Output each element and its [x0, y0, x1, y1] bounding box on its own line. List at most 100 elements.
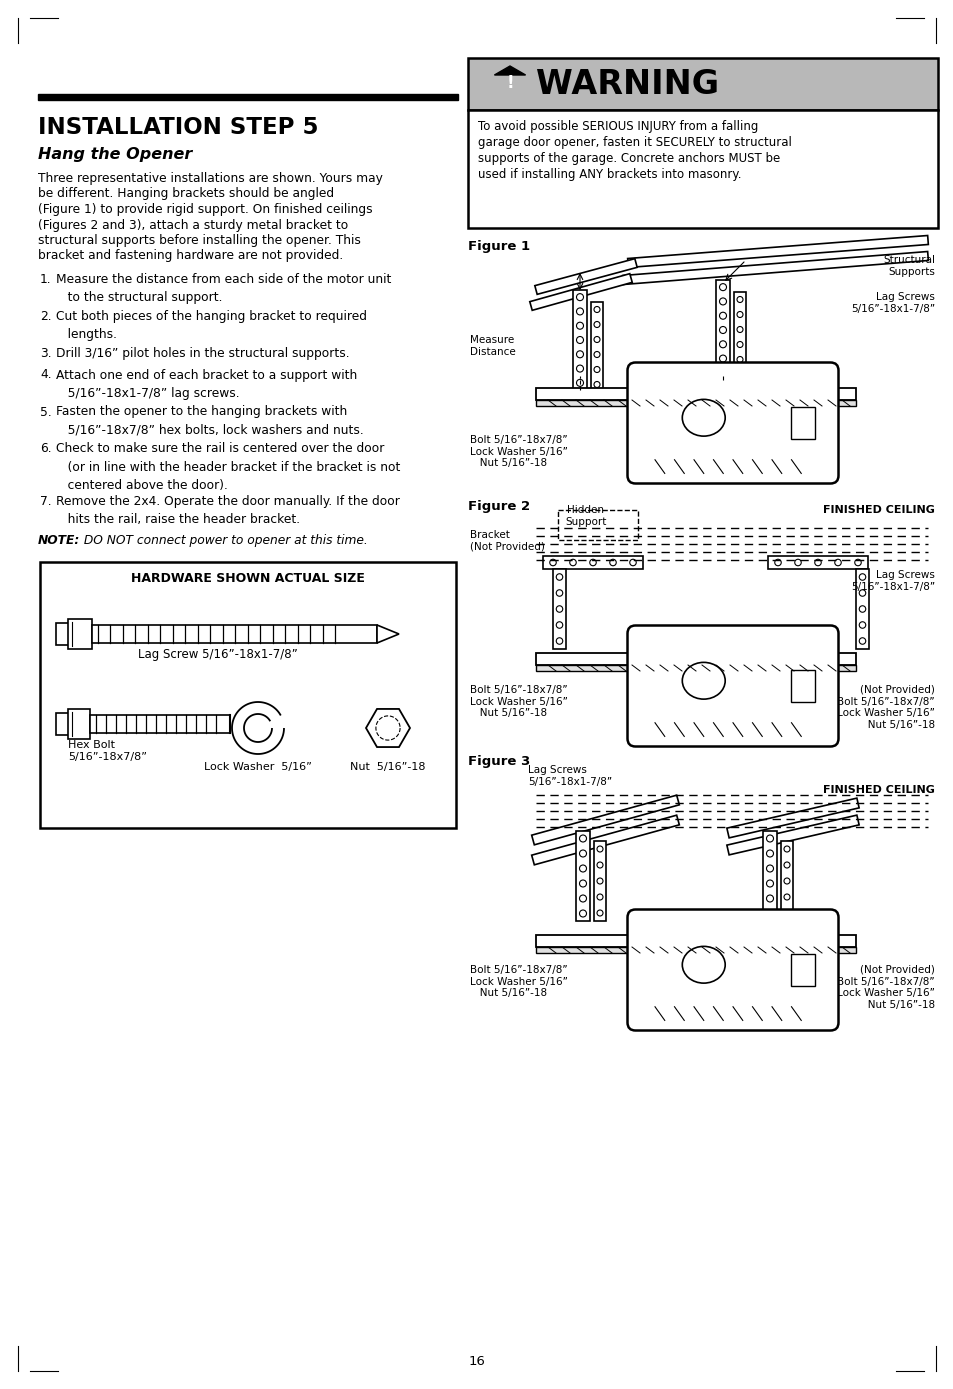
- Circle shape: [578, 850, 586, 857]
- Bar: [791, 954, 814, 986]
- Text: be different. Hanging brackets should be angled: be different. Hanging brackets should be…: [38, 188, 334, 200]
- Text: NOTE:: NOTE:: [38, 533, 80, 547]
- Circle shape: [719, 356, 726, 363]
- Circle shape: [597, 878, 602, 883]
- Text: Figure 3: Figure 3: [468, 756, 530, 768]
- Bar: [791, 671, 814, 701]
- Text: Bracket
(Not Provided): Bracket (Not Provided): [470, 531, 544, 551]
- FancyBboxPatch shape: [627, 625, 838, 746]
- Text: structural supports before installing the opener. This: structural supports before installing th…: [38, 233, 360, 247]
- Text: (Not Provided)
Bolt 5/16”-18x7/8”
Lock Washer 5/16”
   Nut 5/16”-18: (Not Provided) Bolt 5/16”-18x7/8” Lock W…: [836, 965, 934, 1010]
- Bar: [762, 831, 776, 921]
- Text: supports of the garage. Concrete anchors MUST be: supports of the garage. Concrete anchors…: [477, 151, 780, 165]
- Circle shape: [549, 560, 556, 565]
- Circle shape: [859, 622, 864, 628]
- Polygon shape: [531, 795, 679, 845]
- Circle shape: [737, 296, 742, 303]
- Circle shape: [719, 340, 726, 347]
- Text: Remove the 2x4. Operate the door manually. If the door
   hits the rail, raise t: Remove the 2x4. Operate the door manuall…: [56, 494, 399, 526]
- Bar: [68, 619, 91, 649]
- Text: Hidden
Support: Hidden Support: [565, 506, 606, 526]
- Bar: [536, 388, 855, 400]
- Text: Figure 1: Figure 1: [468, 240, 530, 253]
- Circle shape: [576, 322, 583, 329]
- Text: used if installing ANY brackets into masonry.: used if installing ANY brackets into mas…: [477, 168, 740, 181]
- Polygon shape: [627, 236, 927, 268]
- Circle shape: [594, 351, 599, 357]
- Text: Cut both pieces of the hanging bracket to required
   lengths.: Cut both pieces of the hanging bracket t…: [56, 310, 367, 342]
- Text: To avoid possible SERIOUS INJURY from a falling: To avoid possible SERIOUS INJURY from a …: [477, 119, 758, 133]
- Circle shape: [765, 865, 773, 872]
- Circle shape: [859, 590, 864, 596]
- Bar: [594, 840, 605, 921]
- Polygon shape: [531, 815, 679, 865]
- Circle shape: [794, 560, 801, 565]
- Circle shape: [569, 560, 576, 565]
- Bar: [542, 556, 642, 569]
- Circle shape: [609, 560, 616, 565]
- Text: bracket and fastening hardware are not provided.: bracket and fastening hardware are not p…: [38, 250, 343, 263]
- Bar: [576, 831, 589, 921]
- Bar: [536, 400, 855, 406]
- Text: Nut  5/16”-18: Nut 5/16”-18: [350, 763, 425, 772]
- Circle shape: [556, 622, 562, 628]
- Circle shape: [719, 313, 726, 319]
- Polygon shape: [622, 251, 927, 285]
- Text: 4.: 4.: [40, 368, 51, 382]
- Circle shape: [783, 878, 789, 883]
- Text: 16: 16: [468, 1356, 485, 1368]
- Text: garage door opener, fasten it SECURELY to structural: garage door opener, fasten it SECURELY t…: [477, 136, 791, 149]
- Circle shape: [576, 336, 583, 343]
- Circle shape: [597, 895, 602, 900]
- Text: Measure
Distance: Measure Distance: [470, 335, 516, 357]
- Circle shape: [578, 910, 586, 917]
- Text: Lag Screw 5/16”-18x1-7/8”: Lag Screw 5/16”-18x1-7/8”: [138, 649, 297, 661]
- Bar: [56, 624, 70, 644]
- Circle shape: [597, 910, 602, 915]
- Circle shape: [765, 881, 773, 888]
- Text: 3.: 3.: [40, 347, 51, 360]
- Circle shape: [783, 863, 789, 868]
- Text: Hang the Opener: Hang the Opener: [38, 147, 193, 163]
- Bar: [716, 281, 729, 381]
- Circle shape: [783, 846, 789, 851]
- Text: Figure 2: Figure 2: [468, 500, 530, 513]
- Circle shape: [594, 321, 599, 328]
- Circle shape: [594, 382, 599, 388]
- Circle shape: [765, 895, 773, 901]
- Circle shape: [556, 606, 562, 613]
- Circle shape: [859, 574, 864, 581]
- Text: (Figure 1) to provide rigid support. On finished ceilings: (Figure 1) to provide rigid support. On …: [38, 203, 373, 217]
- Text: Lag Screws
5/16”-18x1-7/8”: Lag Screws 5/16”-18x1-7/8”: [850, 292, 934, 314]
- Bar: [855, 569, 868, 649]
- Ellipse shape: [681, 946, 724, 983]
- Polygon shape: [376, 625, 398, 643]
- Bar: [38, 94, 457, 100]
- Bar: [590, 301, 602, 392]
- Text: Check to make sure the rail is centered over the door
   (or in line with the he: Check to make sure the rail is centered …: [56, 443, 400, 492]
- Text: 1.: 1.: [40, 274, 51, 286]
- Circle shape: [578, 881, 586, 888]
- Polygon shape: [535, 258, 637, 294]
- Circle shape: [556, 590, 562, 596]
- Circle shape: [859, 638, 864, 644]
- Bar: [767, 556, 867, 569]
- Circle shape: [719, 297, 726, 306]
- Circle shape: [556, 638, 562, 644]
- Circle shape: [737, 326, 742, 332]
- Circle shape: [783, 895, 789, 900]
- Circle shape: [576, 365, 583, 372]
- Circle shape: [578, 865, 586, 872]
- Bar: [468, 58, 937, 110]
- Circle shape: [556, 574, 562, 581]
- Text: HARDWARE SHOWN ACTUAL SIZE: HARDWARE SHOWN ACTUAL SIZE: [131, 572, 365, 585]
- Text: WARNING: WARNING: [536, 68, 719, 101]
- Text: Lag Screws
5/16”-18x1-7/8”: Lag Screws 5/16”-18x1-7/8”: [850, 569, 934, 592]
- Circle shape: [765, 910, 773, 917]
- Bar: [733, 292, 745, 382]
- Bar: [573, 290, 586, 390]
- Polygon shape: [726, 815, 859, 854]
- Text: INSTALLATION STEP 5: INSTALLATION STEP 5: [38, 117, 318, 139]
- Circle shape: [594, 336, 599, 343]
- Circle shape: [578, 835, 586, 842]
